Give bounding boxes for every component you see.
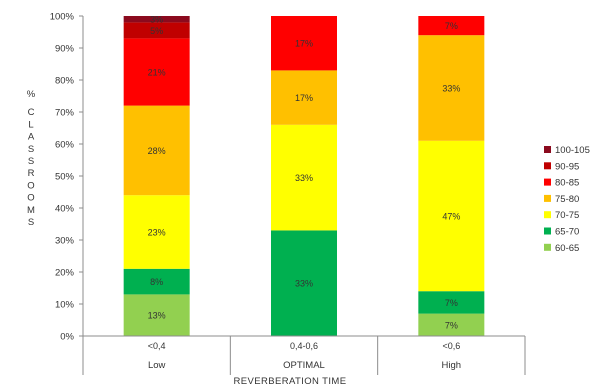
data-label: 7% [445, 320, 458, 330]
y-tick-label: 0% [60, 332, 74, 343]
bar-segment [418, 291, 485, 314]
y-axis: 0% 10% 20% 30% 40% 50% 60% 70% 80% 90% 100% [50, 12, 84, 343]
bar-segment [123, 105, 190, 196]
data-label: 28% [148, 146, 166, 156]
y-axis-label-char: R [28, 168, 35, 179]
data-label: 33% [442, 84, 460, 94]
data-label: 13% [148, 311, 166, 321]
legend-swatch [544, 227, 551, 235]
y-tick-label: 10% [55, 300, 75, 311]
data-label: 21% [148, 68, 166, 78]
y-axis-label-char: C [28, 107, 35, 118]
y-tick-label: 50% [55, 172, 75, 183]
legend-swatch [544, 178, 551, 186]
y-axis-label-char: O [27, 193, 34, 204]
data-label: 33% [295, 279, 313, 289]
data-label: 8% [150, 277, 163, 287]
bar-segment [123, 16, 190, 23]
y-tick-label: 40% [55, 204, 75, 215]
y-tick-label: 100% [50, 12, 75, 23]
y-axis-label-char: % [27, 89, 36, 100]
data-label: 47% [442, 212, 460, 222]
bar-segment [123, 195, 190, 269]
bar-segment [123, 22, 190, 39]
bar-segment [123, 38, 190, 106]
legend-swatch [544, 243, 551, 251]
legend-label: 80-85 [555, 178, 579, 189]
y-axis-label-char: A [28, 132, 35, 143]
data-label: 17% [295, 39, 313, 49]
bar-segment [418, 16, 485, 36]
data-label: 5% [150, 26, 163, 36]
bar-segment [123, 268, 190, 295]
legend-label: 60-65 [555, 243, 579, 254]
legend-label: 75-80 [555, 194, 579, 205]
y-tick-label: 60% [55, 140, 75, 151]
bar-segment [271, 124, 337, 231]
x-tick-label: <0,4 [148, 341, 166, 351]
y-tick-label: 70% [55, 108, 75, 119]
legend-swatch [544, 146, 551, 153]
y-axis-label-char: S [28, 217, 34, 228]
data-label: 23% [148, 228, 166, 238]
y-tick-label: 90% [55, 44, 75, 55]
bars: 13% 8% 23% 28% 21% 5%3% 33% 33% 17% 17% 7% 7% 47% 33%… [123, 15, 485, 336]
data-label: 17% [295, 93, 313, 103]
x-group-label: OPTIMAL [283, 360, 325, 371]
legend: 100-105 90-95 80-85 75-80 70-75 65-70 60-65 [544, 145, 590, 254]
x-tick-label: <0,6 [442, 341, 460, 351]
legend-swatch [544, 211, 551, 219]
bar-segment [123, 294, 190, 336]
data-label: 7% [445, 298, 458, 308]
bar-segment [418, 313, 485, 336]
y-axis-label-char: L [28, 119, 33, 130]
legend-label: 65-70 [555, 227, 579, 238]
y-axis-label-char: S [28, 144, 34, 155]
x-tick-label: 0,4-0,6 [290, 341, 318, 351]
y-tick-label: 30% [55, 236, 75, 247]
legend-swatch [544, 194, 551, 202]
bar-segment [271, 16, 337, 71]
x-axis-title: REVERBERATION TIME [234, 376, 347, 387]
legend-label: 70-75 [555, 210, 579, 221]
legend-label: 100-105 [555, 145, 590, 156]
bar-segment [271, 70, 337, 125]
y-axis-label-char: S [28, 156, 34, 167]
legend-swatch [544, 162, 551, 170]
y-tick-label: 20% [55, 268, 75, 279]
legend-label: 90-95 [555, 161, 579, 172]
bar-segment [418, 35, 485, 141]
y-axis-label-char: O [27, 180, 34, 191]
x-axis: <0,4 Low 0,4-0,6 OPTIMAL <0,6 High [82, 335, 526, 375]
x-group-label: Low [148, 360, 166, 371]
data-label: 33% [295, 173, 313, 183]
bar-segment [271, 230, 337, 336]
data-label: 3% [150, 15, 163, 25]
bar-segment [418, 140, 485, 292]
y-tick-label: 80% [55, 76, 75, 87]
data-label: 7% [445, 21, 458, 31]
x-group-label: High [442, 360, 462, 371]
y-axis-label-char: M [27, 205, 35, 216]
